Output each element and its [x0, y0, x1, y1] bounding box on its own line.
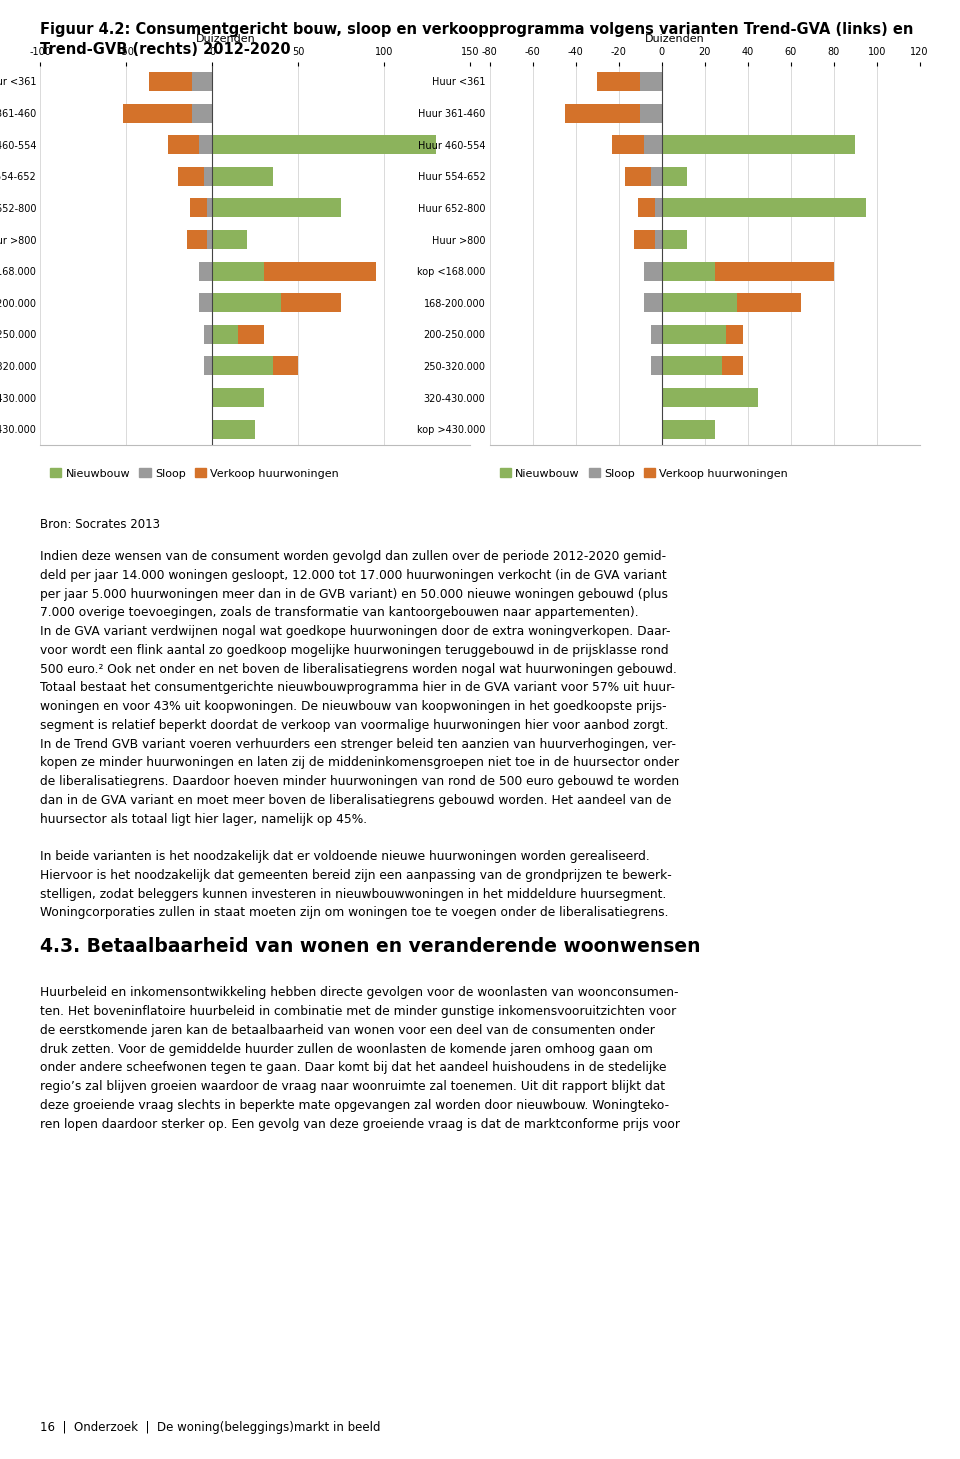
Bar: [715, 261, 833, 280]
Legend: Nieuwbouw, Sloop, Verkoop huurwoningen: Nieuwbouw, Sloop, Verkoop huurwoningen: [46, 464, 344, 483]
Bar: [178, 166, 204, 185]
Bar: [199, 261, 212, 280]
Bar: [238, 325, 264, 344]
Bar: [212, 261, 264, 280]
Text: 7.000 overige toevoegingen, zoals de transformatie van kantoorgebouwen naar appa: 7.000 overige toevoegingen, zoals de tra…: [40, 607, 639, 619]
Text: voor wordt een flink aantal zo goedkoop mogelijke huurwoningen teruggebouwd in d: voor wordt een flink aantal zo goedkoop …: [40, 643, 669, 657]
Bar: [661, 420, 715, 439]
Bar: [726, 325, 743, 344]
X-axis label: Duizenden: Duizenden: [196, 35, 255, 44]
Bar: [634, 231, 655, 249]
Text: kopen ze minder huurwoningen en laten zij de middeninkomensgroepen niet toe in d: kopen ze minder huurwoningen en laten zi…: [40, 756, 680, 769]
Text: In beide varianten is het noodzakelijk dat er voldoende nieuwe huurwoningen word: In beide varianten is het noodzakelijk d…: [40, 851, 650, 864]
Text: In de GVA variant verdwijnen nogal wat goedkope huurwoningen door de extra wonin: In de GVA variant verdwijnen nogal wat g…: [40, 624, 671, 638]
Bar: [625, 166, 651, 185]
Text: Hiervoor is het noodzakelijk dat gemeenten bereid zijn een aanpassing van de gro: Hiervoor is het noodzakelijk dat gemeent…: [40, 868, 672, 881]
Bar: [212, 166, 273, 185]
Bar: [212, 388, 264, 407]
Bar: [612, 136, 644, 155]
Text: ten. Het boveninflatoire huurbeleid in combinatie met de minder gunstige inkomen: ten. Het boveninflatoire huurbeleid in c…: [40, 1005, 677, 1018]
Text: ren lopen daardoor sterker op. Een gevolg van deze groeiende vraag is dat de mar: ren lopen daardoor sterker op. Een gevol…: [40, 1118, 681, 1131]
Bar: [597, 71, 640, 90]
Bar: [212, 198, 342, 217]
Bar: [655, 231, 661, 249]
Bar: [212, 293, 281, 312]
Text: Woningcorporaties zullen in staat moeten zijn om woningen toe te voegen onder de: Woningcorporaties zullen in staat moeten…: [40, 906, 669, 919]
Bar: [722, 356, 743, 375]
Bar: [204, 166, 212, 185]
Text: per jaar 5.000 huurwoningen meer dan in de GVB variant) en 50.000 nieuwe woninge: per jaar 5.000 huurwoningen meer dan in …: [40, 588, 668, 601]
Bar: [204, 325, 212, 344]
Bar: [661, 166, 687, 185]
Text: druk zetten. Voor de gemiddelde huurder zullen de woonlasten de komende jaren om: druk zetten. Voor de gemiddelde huurder …: [40, 1043, 653, 1055]
Bar: [212, 325, 238, 344]
Bar: [638, 198, 655, 217]
Text: segment is relatief beperkt doordat de verkoop van voormalige huurwoningen hier : segment is relatief beperkt doordat de v…: [40, 719, 669, 732]
Bar: [651, 356, 661, 375]
Bar: [564, 104, 640, 123]
Text: 16  |  Onderzoek  |  De woning(beleggings)markt in beeld: 16 | Onderzoek | De woning(beleggings)ma…: [40, 1421, 381, 1434]
Bar: [168, 136, 199, 155]
Text: Totaal bestaat het consumentgerichte nieuwbouwprogramma hier in de GVA variant v: Totaal bestaat het consumentgerichte nie…: [40, 681, 675, 694]
Bar: [190, 198, 207, 217]
Text: onder andere scheefwonen tegen te gaan. Daar komt bij dat het aandeel huishouden: onder andere scheefwonen tegen te gaan. …: [40, 1061, 667, 1074]
Bar: [212, 420, 255, 439]
Bar: [651, 325, 661, 344]
Bar: [192, 71, 212, 90]
Text: de eerstkomende jaren kan de betaalbaarheid van wonen voor een deel van de consu: de eerstkomende jaren kan de betaalbaarh…: [40, 1024, 655, 1037]
Text: In de Trend GVB variant voeren verhuurders een strenger beleid ten aanzien van h: In de Trend GVB variant voeren verhuurde…: [40, 738, 676, 750]
Bar: [661, 325, 726, 344]
Text: deld per jaar 14.000 woningen gesloopt, 12.000 tot 17.000 huurwoningen verkocht : deld per jaar 14.000 woningen gesloopt, …: [40, 569, 667, 582]
Bar: [661, 198, 866, 217]
Text: 500 euro.² Ook net onder en net boven de liberalisatiegrens worden nogal wat huu: 500 euro.² Ook net onder en net boven de…: [40, 662, 677, 676]
Bar: [644, 293, 661, 312]
Bar: [273, 356, 299, 375]
Bar: [212, 136, 436, 155]
Bar: [207, 198, 212, 217]
Bar: [207, 231, 212, 249]
Bar: [149, 71, 192, 90]
Text: regio’s zal blijven groeien waardoor de vraag naar woonruimte zal toenemen. Uit : regio’s zal blijven groeien waardoor de …: [40, 1080, 665, 1093]
Text: Indien deze wensen van de consument worden gevolgd dan zullen over de periode 20: Indien deze wensen van de consument word…: [40, 550, 666, 563]
Text: Figuur 4.2: Consumentgericht bouw, sloop en verkoopprogramma volgens varianten T: Figuur 4.2: Consumentgericht bouw, sloop…: [40, 22, 914, 36]
Bar: [640, 104, 661, 123]
Bar: [661, 136, 855, 155]
Text: woningen en voor 43% uit koopwoningen. De nieuwbouw van koopwoningen in het goed: woningen en voor 43% uit koopwoningen. D…: [40, 700, 667, 713]
Bar: [737, 293, 802, 312]
Bar: [199, 293, 212, 312]
Bar: [192, 104, 212, 123]
Bar: [281, 293, 342, 312]
Bar: [661, 261, 715, 280]
Text: huursector als totaal ligt hier lager, namelijk op 45%.: huursector als totaal ligt hier lager, n…: [40, 813, 368, 826]
Bar: [204, 356, 212, 375]
Text: deze groeiende vraag slechts in beperkte mate opgevangen zal worden door nieuwbo: deze groeiende vraag slechts in beperkte…: [40, 1099, 669, 1112]
Bar: [661, 231, 687, 249]
Text: dan in de GVA variant en moet meer boven de liberalisatiegrens gebouwd worden. H: dan in de GVA variant en moet meer boven…: [40, 794, 672, 807]
Bar: [640, 71, 661, 90]
Text: de liberalisatiegrens. Daardoor hoeven minder huurwoningen van rond de 500 euro : de liberalisatiegrens. Daardoor hoeven m…: [40, 775, 680, 788]
Text: Huurbeleid en inkomensontwikkeling hebben directe gevolgen voor de woonlasten va: Huurbeleid en inkomensontwikkeling hebbe…: [40, 986, 679, 999]
Legend: Nieuwbouw, Sloop, Verkoop huurwoningen: Nieuwbouw, Sloop, Verkoop huurwoningen: [495, 464, 793, 483]
Bar: [644, 261, 661, 280]
Text: 4.3. Betaalbaarheid van wonen en veranderende woonwensen: 4.3. Betaalbaarheid van wonen en verande…: [40, 937, 701, 956]
Bar: [212, 356, 273, 375]
Bar: [123, 104, 192, 123]
Bar: [651, 166, 661, 185]
Text: Trend-GVB (rechts) 2012-2020: Trend-GVB (rechts) 2012-2020: [40, 42, 291, 57]
Text: stelligen, zodat beleggers kunnen investeren in nieuwbouwwoningen in het middeld: stelligen, zodat beleggers kunnen invest…: [40, 887, 666, 900]
Bar: [661, 293, 737, 312]
Bar: [264, 261, 375, 280]
Bar: [186, 231, 207, 249]
Text: Bron: Socrates 2013: Bron: Socrates 2013: [40, 518, 160, 531]
Bar: [644, 136, 661, 155]
Bar: [199, 136, 212, 155]
Bar: [212, 231, 247, 249]
Bar: [655, 198, 661, 217]
Bar: [661, 356, 722, 375]
Bar: [661, 388, 758, 407]
X-axis label: Duizenden: Duizenden: [645, 35, 705, 44]
